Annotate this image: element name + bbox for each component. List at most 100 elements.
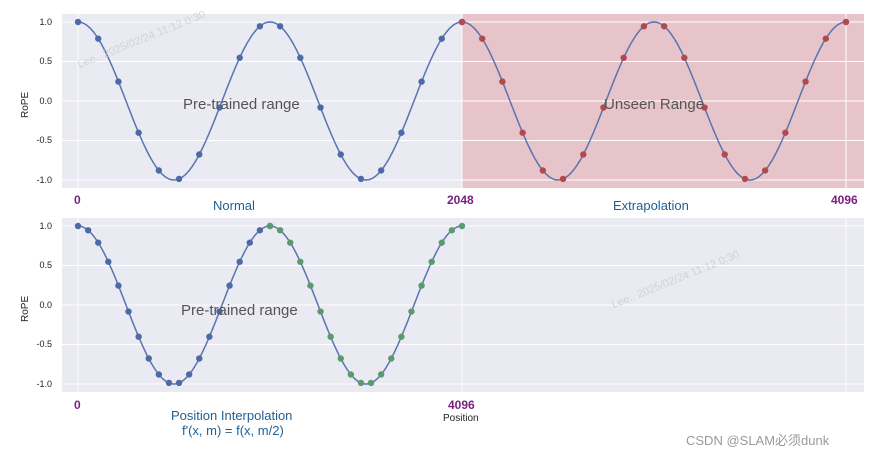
pretrained-point <box>246 239 253 246</box>
unseen-point <box>479 35 486 42</box>
bottom-ytick: 0.0 <box>39 300 52 310</box>
unseen-point <box>458 18 466 26</box>
pretrained-point <box>337 151 344 158</box>
top-x-mark-4096: 4096 <box>831 193 858 207</box>
top-ytick: 1.0 <box>39 17 52 27</box>
unseen-point <box>802 78 809 85</box>
unseen-point <box>660 23 668 30</box>
unseen-point <box>640 23 648 30</box>
interpolated-point <box>287 239 294 246</box>
interpolated-point <box>428 258 435 265</box>
interpolation-formula: f'(x, m) = f(x, m/2) <box>182 423 284 438</box>
pretrained-point <box>256 23 264 30</box>
unseen-range-label: Unseen Range <box>604 96 705 113</box>
interpolated-point <box>408 308 415 315</box>
unseen-point <box>782 129 789 136</box>
pretrained-point <box>418 78 425 85</box>
pretrained-point <box>236 54 243 61</box>
pretrained-point <box>175 175 183 183</box>
bottom-x-mark-4096: 4096 <box>448 398 475 412</box>
interpolated-point <box>438 239 445 246</box>
pretrained-point <box>155 167 163 174</box>
unseen-point <box>600 104 607 111</box>
pretrained-point <box>357 175 365 183</box>
pretrained-point <box>185 371 193 378</box>
interpolated-point <box>307 282 314 289</box>
unseen-point <box>721 151 728 158</box>
interpolated-point <box>297 258 304 265</box>
interpolated-point <box>367 379 375 387</box>
top-ytick: 0.5 <box>39 56 52 66</box>
unseen-point <box>842 18 850 26</box>
pretrained-point <box>256 227 264 234</box>
unseen-point <box>580 151 587 158</box>
interpolated-point <box>276 227 284 234</box>
interpolated-point <box>317 308 324 315</box>
interpolated-point <box>327 333 334 340</box>
bottom-pretrained-range-label: Pre-trained range <box>181 302 298 319</box>
pretrained-point <box>155 371 163 378</box>
pretrained-point <box>236 258 243 265</box>
top-x-mark-0: 0 <box>74 193 81 207</box>
unseen-point <box>559 175 567 183</box>
bottom-x-mark-0: 0 <box>74 398 81 412</box>
unseen-point <box>761 167 769 174</box>
unseen-point <box>499 78 506 85</box>
interpolated-point <box>337 355 344 362</box>
extrapolation-caption: Extrapolation <box>613 198 689 213</box>
pretrained-point <box>125 308 132 315</box>
position-interpolation-caption: Position Interpolation <box>171 408 293 423</box>
bottom-ytick: 1.0 <box>39 221 52 231</box>
pretrained-point <box>206 333 213 340</box>
top-x-mark-2048: 2048 <box>447 193 474 207</box>
pretrained-point <box>196 355 203 362</box>
top-sample-points <box>74 18 850 183</box>
csdn-watermark: CSDN @SLAM必须dunk <box>686 433 830 448</box>
interpolated-point <box>357 379 365 387</box>
unseen-point <box>519 129 526 136</box>
pretrained-point <box>276 23 284 30</box>
pretrained-point <box>226 282 233 289</box>
pretrained-point <box>175 379 183 387</box>
pretrained-point <box>115 78 122 85</box>
pretrained-point <box>135 129 142 136</box>
pretrained-point <box>438 35 445 42</box>
interpolated-point <box>398 333 405 340</box>
top-ytick: -0.5 <box>36 135 52 145</box>
pretrained-point <box>196 151 203 158</box>
pretrained-point <box>105 258 112 265</box>
pretrained-point <box>145 355 152 362</box>
pretrained-point <box>377 167 385 174</box>
interpolated-point <box>377 371 385 378</box>
unseen-point <box>822 35 829 42</box>
pretrained-point <box>84 227 92 234</box>
bottom-x-axis-label: Position <box>443 413 479 424</box>
bottom-ytick: -1.0 <box>36 379 52 389</box>
top-ytick: -1.0 <box>36 175 52 185</box>
top-pretrained-range-label: Pre-trained range <box>183 96 300 113</box>
pretrained-point <box>297 54 304 61</box>
pretrained-point <box>74 222 82 230</box>
pretrained-point <box>95 35 102 42</box>
pretrained-point <box>74 18 82 26</box>
unseen-point <box>620 54 627 61</box>
interpolated-point <box>347 371 355 378</box>
unseen-point <box>741 175 749 183</box>
pretrained-point <box>398 129 405 136</box>
unseen-point <box>681 54 688 61</box>
bottom-ytick: 0.5 <box>39 260 52 270</box>
pretrained-point <box>165 379 173 387</box>
top-gridlines <box>62 14 864 188</box>
pretrained-point <box>95 239 102 246</box>
pretrained-point <box>216 308 223 315</box>
pretrained-point <box>135 333 142 340</box>
unseen-point <box>701 104 708 111</box>
interpolated-point <box>388 355 395 362</box>
bottom-ytick: -0.5 <box>36 339 52 349</box>
interpolated-point <box>448 227 456 234</box>
normal-caption: Normal <box>213 198 255 213</box>
unseen-point <box>539 167 547 174</box>
bottom-gridlines <box>62 218 864 392</box>
pretrained-point <box>216 104 223 111</box>
